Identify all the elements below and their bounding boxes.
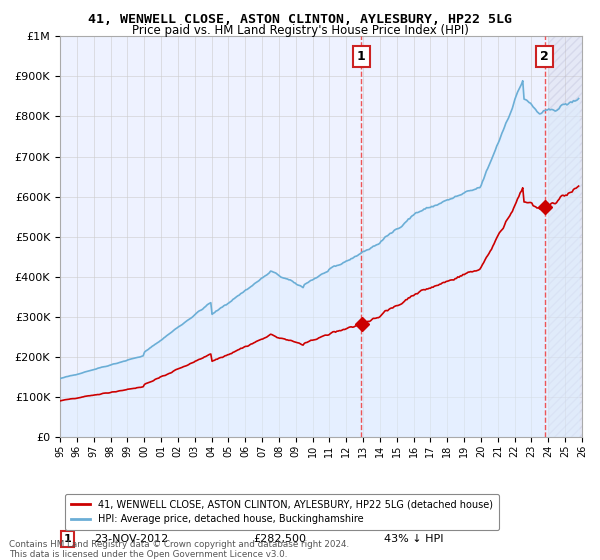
Text: 1: 1: [64, 534, 72, 544]
Legend: 41, WENWELL CLOSE, ASTON CLINTON, AYLESBURY, HP22 5LG (detached house), HPI: Ave: 41, WENWELL CLOSE, ASTON CLINTON, AYLESB…: [65, 494, 499, 530]
Text: 43% ↓ HPI: 43% ↓ HPI: [383, 534, 443, 544]
Text: Price paid vs. HM Land Registry's House Price Index (HPI): Price paid vs. HM Land Registry's House …: [131, 24, 469, 37]
Text: 23-NOV-2012: 23-NOV-2012: [94, 534, 168, 544]
Text: 2: 2: [540, 50, 549, 63]
Bar: [549, 36, 599, 437]
Text: Contains HM Land Registry data © Crown copyright and database right 2024.
This d: Contains HM Land Registry data © Crown c…: [9, 540, 349, 559]
Text: 1: 1: [357, 50, 366, 63]
Text: 41, WENWELL CLOSE, ASTON CLINTON, AYLESBURY, HP22 5LG: 41, WENWELL CLOSE, ASTON CLINTON, AYLESB…: [88, 13, 512, 26]
Text: £282,500: £282,500: [253, 534, 306, 544]
